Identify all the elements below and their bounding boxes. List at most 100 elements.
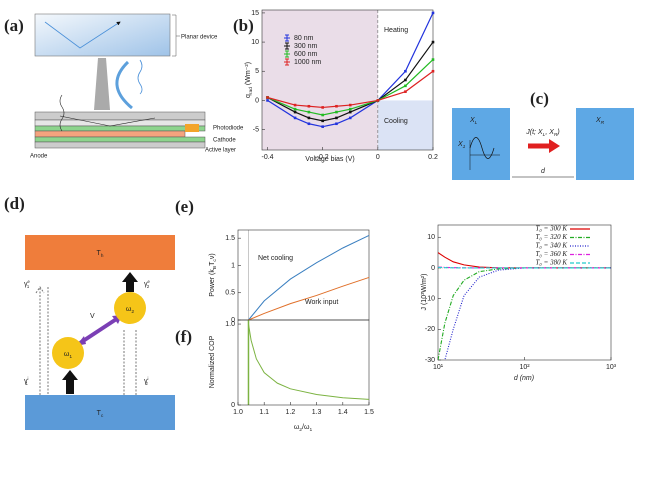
x-axis-label: Voltage bias (V)	[305, 156, 354, 163]
region-cooling	[377, 100, 433, 150]
x-tick-label: 1.4	[338, 409, 348, 416]
cold-bath	[25, 395, 175, 430]
x-tick-label: 1.5	[364, 409, 374, 416]
marker	[404, 84, 407, 88]
legend-label: T₀ = 360 K	[536, 250, 568, 258]
rate-arrow	[123, 330, 137, 395]
series-line	[248, 235, 370, 321]
mode-label: ω2	[126, 306, 134, 315]
y-axis-label-part: Power (k	[209, 269, 216, 297]
rate-arrow	[35, 286, 45, 395]
series-line	[247, 323, 370, 400]
annotation: Net cooling	[258, 255, 293, 262]
flux-label: J(t; XL, XR)	[525, 129, 560, 138]
axis-label-part: 1	[463, 144, 466, 150]
active-layer	[34, 130, 186, 138]
y-axis-label-part: c	[213, 259, 218, 262]
marker	[335, 122, 338, 126]
bath-label-part: c	[101, 414, 104, 419]
plot-frame	[237, 319, 370, 406]
mode-label-part: ω	[64, 351, 70, 358]
marker	[348, 103, 352, 107]
box-label-part: X	[469, 117, 475, 124]
y-tick-label: 0	[431, 265, 435, 272]
emission	[59, 94, 65, 132]
rate-label: γe 1	[24, 279, 31, 289]
rate-label-part: i	[28, 376, 29, 381]
bath-label: Th	[96, 250, 103, 259]
panel-label: (a)	[4, 16, 24, 35]
series-line	[438, 267, 611, 360]
x-tick-label: 0.2	[428, 154, 438, 161]
y-tick-label: 0	[231, 317, 235, 324]
marker	[307, 122, 311, 126]
legend-label: 1000 nm	[294, 59, 321, 66]
marker	[266, 96, 269, 99]
layer	[34, 141, 206, 149]
pump-arrow	[122, 272, 138, 292]
y-axis-label-part: B	[212, 266, 218, 269]
marker	[293, 103, 297, 107]
y-tick-label: 1	[231, 262, 235, 269]
flux-label-part: , X	[545, 129, 554, 136]
marker	[348, 110, 352, 114]
legend-swatch	[284, 50, 290, 58]
marker	[335, 110, 338, 114]
legend-label: T₀ = 300 K	[536, 225, 568, 233]
mode-label-part: 2	[131, 309, 134, 315]
marker	[335, 104, 338, 108]
x-tick-label: 0	[376, 154, 380, 161]
rate-label-part: γ	[24, 378, 28, 385]
legend-swatch	[284, 34, 290, 42]
panel-label: (d)	[4, 194, 25, 213]
panel-label: (f)	[175, 327, 192, 346]
panel-label: (b)	[233, 16, 254, 35]
marker	[321, 106, 324, 109]
y-axis-label: qrad (Wm⁻²)	[245, 62, 254, 98]
marker	[348, 116, 352, 120]
coupling	[78, 316, 120, 345]
legend-swatch	[284, 58, 290, 66]
box-label: XL	[469, 117, 478, 126]
y-tick-label: 0	[255, 97, 259, 104]
panel-label: (e)	[175, 197, 194, 216]
marker	[321, 119, 324, 123]
flux-label-part: R	[554, 132, 558, 138]
diagram-c	[452, 108, 634, 180]
box-label-part: X	[595, 117, 601, 124]
y-tick-label: -10	[425, 295, 435, 302]
x-tick-label: 1.1	[259, 409, 269, 416]
box-label-part: L	[475, 120, 478, 126]
y-axis-label-part: q	[245, 94, 252, 98]
x-axis-label-part: ω	[294, 424, 300, 431]
emission	[137, 59, 143, 95]
x-axis-label-part: 2	[299, 427, 302, 433]
x-axis-label: ω2/ω1	[294, 424, 313, 433]
bath-label-part: h	[101, 253, 104, 259]
series-line	[438, 266, 611, 269]
y-axis-label: J (10³W/m²)	[421, 274, 428, 311]
rate-label-part: γ	[144, 281, 148, 288]
y-tick-label: 0	[231, 402, 235, 409]
flux-label-part: J(t; X	[525, 129, 543, 136]
box-label: XR	[595, 117, 605, 126]
marker	[431, 40, 435, 44]
rate-label: γi 2	[144, 376, 149, 386]
x-tick-label: 10³	[606, 364, 617, 371]
diagram-a: Planar device Photodiode Cathode Active …	[30, 13, 244, 160]
annotation: Heating	[384, 27, 408, 34]
label: Anode	[30, 154, 48, 160]
coupling-label: V	[90, 313, 95, 320]
diagram-d	[25, 235, 175, 430]
bath-label: Tc	[97, 410, 104, 419]
label: Photodiode	[213, 126, 244, 132]
y-tick-label: 1.0	[225, 321, 235, 328]
x-axis-label-part: /ω	[302, 424, 310, 431]
legend-label: T₀ = 320 K	[536, 233, 568, 241]
marker	[293, 116, 297, 120]
funnel	[94, 58, 110, 110]
x-tick-label: -0.2	[317, 154, 329, 161]
planar-device	[34, 13, 171, 57]
marker	[307, 110, 311, 114]
